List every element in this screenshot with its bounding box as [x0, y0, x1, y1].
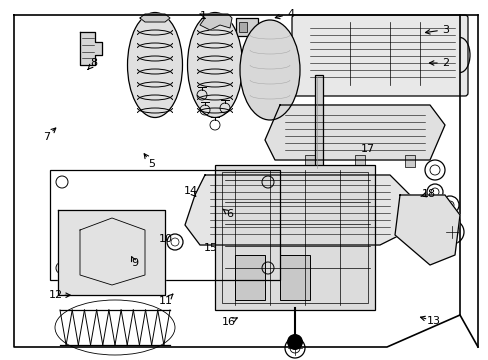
Polygon shape [80, 218, 145, 285]
Text: 9: 9 [131, 258, 138, 268]
Text: 11: 11 [159, 296, 173, 306]
Polygon shape [264, 105, 444, 160]
Bar [50, 170, 280, 280]
Bar [280, 255, 309, 300]
Ellipse shape [127, 13, 182, 117]
Polygon shape [140, 14, 170, 22]
Bar [256, 238, 264, 253]
Text: 12: 12 [49, 290, 63, 300]
Bar [235, 255, 264, 300]
Text: 8: 8 [90, 58, 97, 68]
Bar [239, 22, 246, 32]
Ellipse shape [187, 13, 242, 117]
Bar [305, 238, 313, 253]
Bar [314, 75, 323, 170]
Text: 17: 17 [360, 144, 374, 154]
Bar [305, 155, 314, 167]
Bar [222, 172, 367, 303]
Bar [354, 155, 364, 167]
Circle shape [286, 334, 303, 350]
Bar [355, 238, 363, 253]
Polygon shape [184, 175, 409, 245]
Text: 7: 7 [43, 132, 50, 142]
Text: 16: 16 [222, 317, 235, 327]
Bar [404, 155, 414, 167]
Text: 3: 3 [442, 24, 448, 35]
Polygon shape [58, 210, 164, 295]
Text: 2: 2 [442, 58, 448, 68]
Text: 1: 1 [199, 11, 206, 21]
Polygon shape [394, 195, 459, 265]
Polygon shape [80, 32, 102, 65]
Text: 4: 4 [287, 9, 294, 19]
Text: 6: 6 [226, 209, 233, 219]
FancyBboxPatch shape [291, 15, 467, 96]
Text: 5: 5 [148, 159, 155, 169]
Text: 18: 18 [422, 189, 435, 199]
Ellipse shape [240, 20, 299, 120]
Bar [215, 165, 374, 310]
Text: 13: 13 [427, 316, 440, 326]
Text: 14: 14 [183, 186, 197, 196]
Polygon shape [200, 14, 231, 30]
Text: 15: 15 [204, 243, 218, 253]
Bar [236, 18, 258, 36]
Text: 10: 10 [159, 234, 173, 244]
